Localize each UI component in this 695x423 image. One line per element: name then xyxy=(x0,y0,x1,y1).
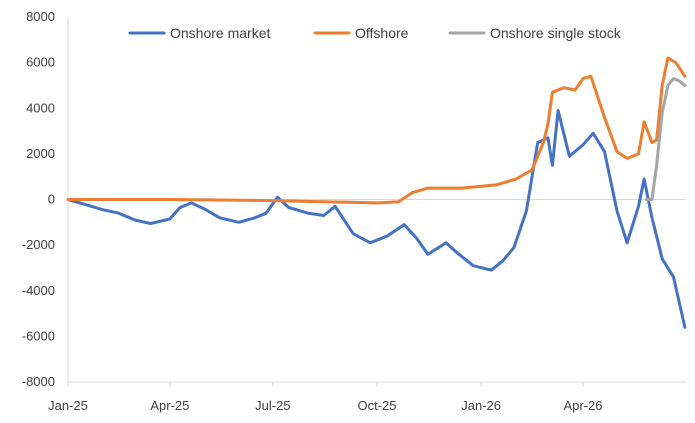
legend: Onshore market Offshore Onshore single sto… xyxy=(128,25,622,41)
series-line-onshore-single-stock xyxy=(644,77,687,201)
legend-label-offshore: Offshore xyxy=(355,25,409,41)
y-tick-label: 0 xyxy=(48,192,55,207)
x-tick-label: Jan-26 xyxy=(461,398,501,413)
legend-label-onshore-market: Onshore market xyxy=(170,25,270,41)
series-layer xyxy=(66,56,687,329)
y-tick-label: -6000 xyxy=(22,328,55,343)
x-tick-label: Apr-25 xyxy=(150,398,189,413)
x-tick-label: Jan-25 xyxy=(48,398,88,413)
x-tick-label: Jul-25 xyxy=(255,398,290,413)
y-tick-label: -2000 xyxy=(22,237,55,252)
y-tick-label: 8000 xyxy=(26,9,55,24)
legend-label-onshore-single-stock: Onshore single stock xyxy=(490,25,622,41)
series-line-offshore xyxy=(66,56,687,205)
x-tick-label: Oct-25 xyxy=(357,398,396,413)
y-tick-label: -4000 xyxy=(22,283,55,298)
y-tick-label: 4000 xyxy=(26,100,55,115)
x-axis-tick-labels: Jan-25 Apr-25 Jul-25 Oct-25 Jan-26 Apr-26 xyxy=(48,382,603,413)
y-axis-tick-labels: 8000 6000 4000 2000 0 -2000 -4000 -6000 -8000 xyxy=(22,9,55,389)
y-tick-label: 2000 xyxy=(26,146,55,161)
y-tick-label: -8000 xyxy=(22,374,55,389)
x-tick-label: Apr-26 xyxy=(563,398,602,413)
series-line-onshore-market xyxy=(66,109,687,329)
y-tick-label: 6000 xyxy=(26,55,55,70)
